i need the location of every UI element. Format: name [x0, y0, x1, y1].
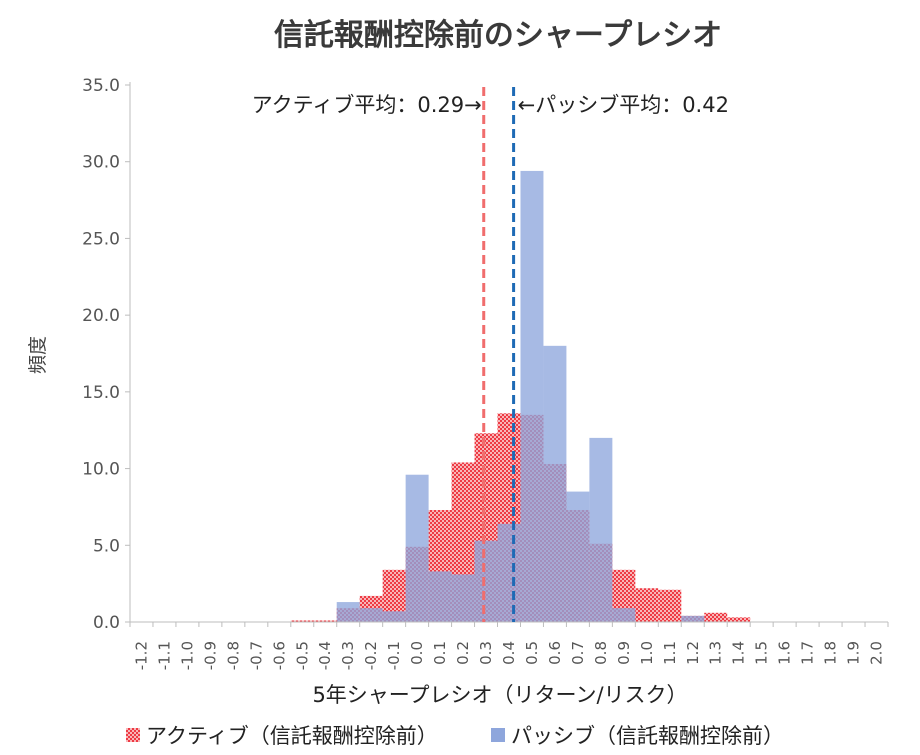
x-tick-label: 0.3 — [477, 641, 495, 665]
x-axis-label: 5年シャープレシオ（リターン/リスク） — [312, 683, 687, 707]
bar-active — [727, 617, 751, 622]
x-tick-label: -0.6 — [270, 641, 288, 670]
y-tick-label: 10.0 — [82, 460, 120, 480]
x-tick-label: 0.8 — [592, 641, 610, 665]
y-tick-label: 35.0 — [82, 76, 120, 96]
bar-passive — [359, 608, 383, 622]
bar-passive — [405, 474, 429, 622]
bar-passive — [566, 491, 590, 622]
bar-active — [313, 620, 337, 622]
bar-passive — [451, 574, 475, 622]
y-tick-label: 15.0 — [82, 383, 120, 403]
x-tick-label: -0.3 — [339, 641, 357, 670]
bar-active — [635, 588, 659, 622]
bar-passive — [474, 540, 498, 622]
y-tick-label: 25.0 — [82, 229, 120, 249]
bar-passive — [428, 571, 452, 622]
x-tick-label: -0.5 — [293, 641, 311, 670]
mean-annotation: アクティブ平均：0.29→ — [252, 93, 482, 117]
bar-active — [658, 589, 682, 622]
bar-passive — [681, 615, 705, 622]
x-tick-label: 1.1 — [661, 641, 679, 665]
x-tick-label: 1.3 — [707, 641, 725, 665]
x-tick-label: 1.7 — [799, 641, 817, 665]
x-tick-label: -1.1 — [155, 641, 173, 670]
x-tick-label: -0.2 — [362, 641, 380, 670]
bar-active — [704, 612, 728, 622]
bar-passive — [543, 345, 567, 622]
x-tick-label: 0.7 — [569, 641, 587, 665]
bar-passive — [589, 437, 613, 622]
x-tick-label: -0.9 — [201, 641, 219, 670]
bar-passive — [612, 608, 636, 622]
x-tick-label: 0.0 — [408, 641, 426, 665]
x-tick-label: 0.6 — [546, 641, 564, 665]
x-tick-label: -1.2 — [132, 641, 150, 670]
x-tick-label: 1.6 — [776, 641, 794, 665]
x-tick-label: -1.0 — [178, 641, 196, 670]
x-tick-label: -0.4 — [316, 641, 334, 670]
bar-passive — [497, 523, 521, 622]
y-tick-label: 30.0 — [82, 153, 120, 173]
x-tick-label: 0.9 — [615, 641, 633, 665]
x-tick-label: 1.0 — [638, 641, 656, 665]
bar-active — [382, 569, 406, 622]
legend-swatch-passive — [491, 728, 505, 742]
x-tick-label: 1.2 — [684, 641, 702, 665]
plot-area: 0.0 5.0 10.0 15.0 20.0 25.0 30.0 35.0 -1.2 -1.1 -1… — [82, 76, 889, 670]
chart-title: 信託報酬控除前のシャープレシオ — [274, 18, 722, 53]
bar-passive — [336, 602, 360, 622]
y-tick-label: 0.0 — [93, 613, 120, 633]
x-tick-label: -0.8 — [224, 641, 242, 670]
legend-label-active: アクティブ（信託報酬控除前） — [146, 724, 438, 748]
x-tick-label: 1.9 — [845, 641, 863, 665]
x-tick-label: 0.5 — [523, 641, 541, 665]
x-tick-label: 1.4 — [730, 641, 748, 665]
bar-passive — [520, 170, 544, 623]
legend-swatch-active — [126, 728, 140, 742]
x-tick-label: 2.0 — [868, 641, 886, 665]
bar-passive — [382, 611, 406, 622]
y-tick-label: 20.0 — [82, 306, 120, 326]
bar-active — [290, 620, 314, 622]
legend: アクティブ（信託報酬控除前） パッシブ（信託報酬控除前） — [126, 724, 784, 748]
x-tick-label: 1.8 — [822, 641, 840, 665]
mean-annotation: ←パッシブ平均：0.42 — [518, 93, 729, 117]
x-tick-label: 0.1 — [431, 641, 449, 665]
legend-label-passive: パッシブ（信託報酬控除前） — [511, 724, 784, 748]
x-tick-label: 0.2 — [454, 641, 472, 665]
x-tick-label: -0.7 — [247, 641, 265, 670]
x-tick-label: 1.5 — [753, 641, 771, 665]
x-tick-label: 0.4 — [500, 641, 518, 665]
x-tick-label: -0.1 — [385, 641, 403, 670]
y-axis-label: 頻度 — [27, 336, 49, 374]
y-tick-label: 5.0 — [93, 536, 120, 556]
